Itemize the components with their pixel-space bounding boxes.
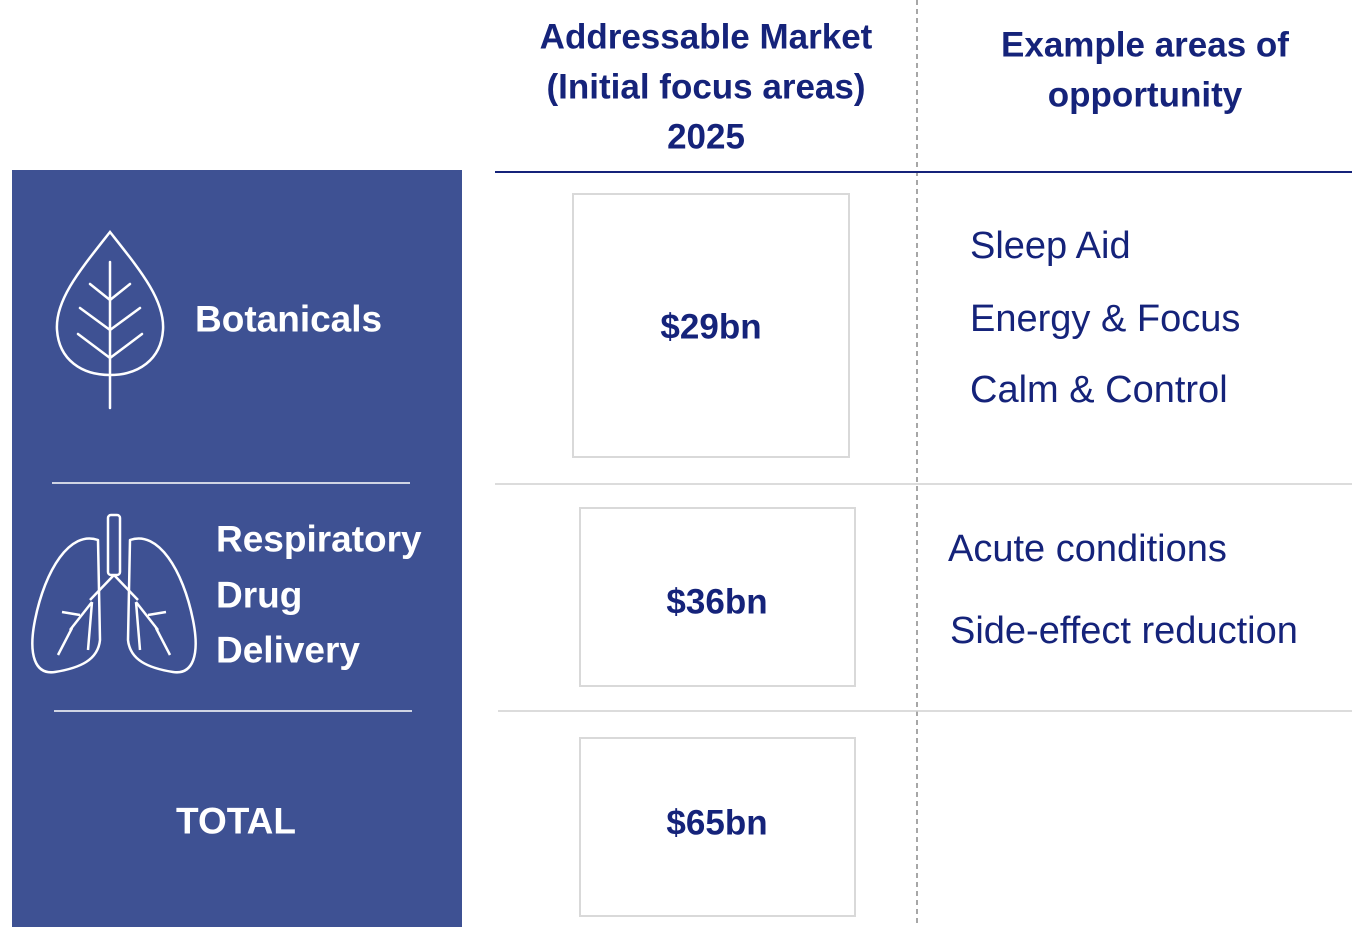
header-line: Example areas of: [1001, 25, 1289, 65]
header-line: 2025: [667, 117, 745, 157]
opportunity: Calm & Control: [970, 369, 1228, 411]
value-box: [579, 507, 856, 687]
header-line: (Initial focus areas): [546, 67, 866, 107]
market-value: $65bn: [666, 803, 768, 843]
category-panel: [12, 170, 462, 927]
opportunity: Acute conditions: [948, 528, 1227, 570]
header-line: opportunity: [1047, 75, 1243, 115]
market-value: $36bn: [666, 582, 768, 622]
value-box: [579, 737, 856, 917]
category-label: Respiratory: [216, 518, 422, 560]
header-line: Addressable Market: [539, 17, 873, 57]
market-value: $29bn: [660, 307, 762, 347]
category-label: TOTAL: [176, 800, 296, 842]
category-label: Delivery: [216, 629, 360, 671]
lungs-icon: [31, 513, 197, 674]
value-box: [572, 193, 850, 458]
opportunity: Sleep Aid: [970, 225, 1131, 267]
category-label: Drug: [216, 574, 303, 616]
opportunity: Side-effect reduction: [950, 610, 1298, 652]
leaf-icon: [55, 229, 165, 410]
opportunity: Energy & Focus: [970, 298, 1241, 340]
category-label: Botanicals: [195, 298, 383, 340]
